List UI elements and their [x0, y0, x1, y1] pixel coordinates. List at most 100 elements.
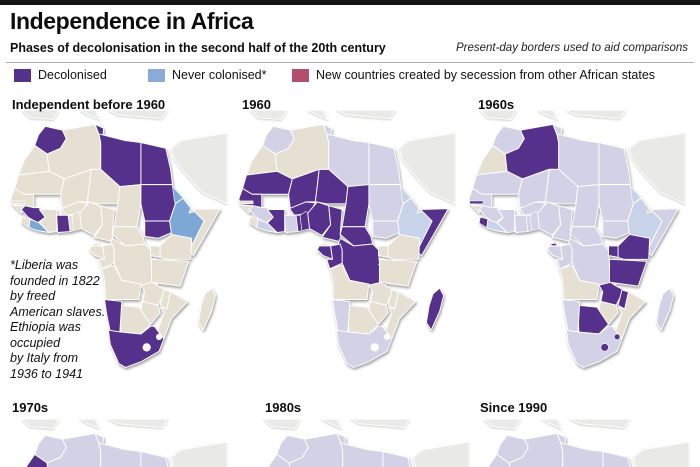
country-south_africa: [335, 325, 393, 368]
africa-map-svg: [238, 110, 456, 368]
country-swaziland: [383, 333, 391, 341]
country-italy: [79, 110, 101, 121]
country-arabia: [413, 441, 470, 467]
country-congo: [326, 243, 343, 270]
country-liberia: [486, 218, 508, 233]
legend: Decolonised Never colonised* New countri…: [0, 68, 700, 88]
country-sudan: [598, 184, 634, 222]
country-sudan: [140, 184, 176, 222]
country-sierra_leone: [20, 216, 31, 229]
country-italy: [79, 419, 101, 430]
country-libya: [98, 442, 142, 467]
country-arabia: [633, 441, 690, 467]
country-madagascar: [197, 287, 217, 331]
africa-map-1960: [234, 110, 456, 378]
country-namibia: [332, 299, 351, 333]
country-lesotho: [370, 343, 379, 352]
country-kenya: [387, 233, 421, 260]
country-arabia: [399, 132, 456, 205]
country-tanzania: [378, 258, 418, 287]
country-gambia: [239, 200, 254, 205]
top-black-bar: [0, 0, 700, 5]
country-ivory_coast: [496, 209, 516, 233]
country-niger: [86, 168, 121, 205]
country-madagascar: [655, 287, 675, 331]
africa-map-since-1990: [468, 419, 690, 467]
country-congo: [98, 243, 115, 270]
country-sudan: [368, 184, 404, 222]
country-greece_turkey: [335, 110, 397, 120]
country-ivory_coast: [38, 209, 58, 233]
legend-label: Decolonised: [38, 68, 107, 82]
country-italy: [541, 419, 563, 430]
country-angola: [559, 264, 600, 300]
country-libya: [560, 442, 604, 467]
country-ghana: [56, 214, 71, 233]
country-angola: [101, 264, 142, 300]
country-italy: [321, 419, 343, 430]
country-somalia: [416, 208, 449, 256]
country-gabon: [88, 245, 106, 260]
divider-line: [6, 62, 694, 63]
africa-map-1980s: [248, 419, 470, 467]
legend-item-decolonised: Decolonised: [14, 68, 107, 82]
country-mauritania: [14, 170, 65, 195]
country-liberia: [28, 218, 50, 233]
panel-label-1960: 1960: [242, 97, 271, 112]
africa-map-svg: [263, 419, 470, 467]
africa-map-svg: [468, 110, 686, 368]
africa-map-svg: [483, 419, 690, 467]
country-italy: [307, 110, 329, 121]
country-greece_turkey: [107, 419, 169, 429]
country-iberia: [479, 110, 518, 121]
country-iberia: [21, 110, 60, 121]
country-swaziland: [155, 333, 163, 341]
country-iberia: [263, 419, 302, 430]
country-liberia: [256, 218, 278, 233]
country-egypt: [140, 142, 173, 186]
country-iberia: [21, 419, 60, 430]
decolonised-swatch: [14, 68, 31, 82]
country-south_africa: [565, 325, 623, 368]
country-western_sahara: [267, 453, 291, 467]
country-mauritania: [472, 170, 523, 195]
country-madagascar: [425, 287, 445, 331]
africa-map-1970s: [6, 419, 228, 467]
country-kenya: [159, 233, 193, 260]
country-namibia: [562, 299, 581, 333]
borders-note: Present-day borders used to aid comparis…: [455, 42, 688, 54]
never-colonised-swatch: [148, 68, 165, 82]
country-gambia: [469, 200, 484, 205]
country-niger: [314, 168, 349, 205]
africa-map-before-1960: [6, 110, 228, 378]
country-south_sudan: [372, 220, 401, 239]
country-ivory_coast: [266, 209, 286, 233]
country-south_africa: [107, 325, 165, 368]
panel-label-1970s: 1970s: [12, 400, 49, 415]
country-egypt: [382, 451, 411, 467]
country-mauritania: [242, 170, 293, 195]
country-somalia: [646, 208, 679, 256]
country-greece_turkey: [569, 419, 631, 429]
panel-label-before-1960: Independent before 1960: [12, 97, 166, 112]
country-tanzania: [150, 258, 190, 287]
africa-map-svg: [10, 110, 228, 368]
panel-label-1960s: 1960s: [478, 97, 515, 112]
country-greece_turkey: [349, 419, 411, 429]
country-gabon: [546, 245, 564, 260]
country-lesotho: [142, 343, 151, 352]
country-italy: [537, 110, 559, 121]
country-arabia: [171, 441, 228, 467]
country-south_sudan: [144, 220, 173, 239]
country-botswana: [577, 304, 609, 335]
panel-label-1980s: 1980s: [265, 400, 302, 415]
country-angola: [329, 264, 370, 300]
country-greece_turkey: [107, 110, 169, 120]
country-libya: [340, 442, 384, 467]
country-egypt: [598, 142, 631, 186]
secession-swatch: [292, 68, 309, 82]
country-arabia: [629, 132, 686, 205]
country-western_sahara: [25, 453, 49, 467]
country-egypt: [602, 451, 631, 467]
